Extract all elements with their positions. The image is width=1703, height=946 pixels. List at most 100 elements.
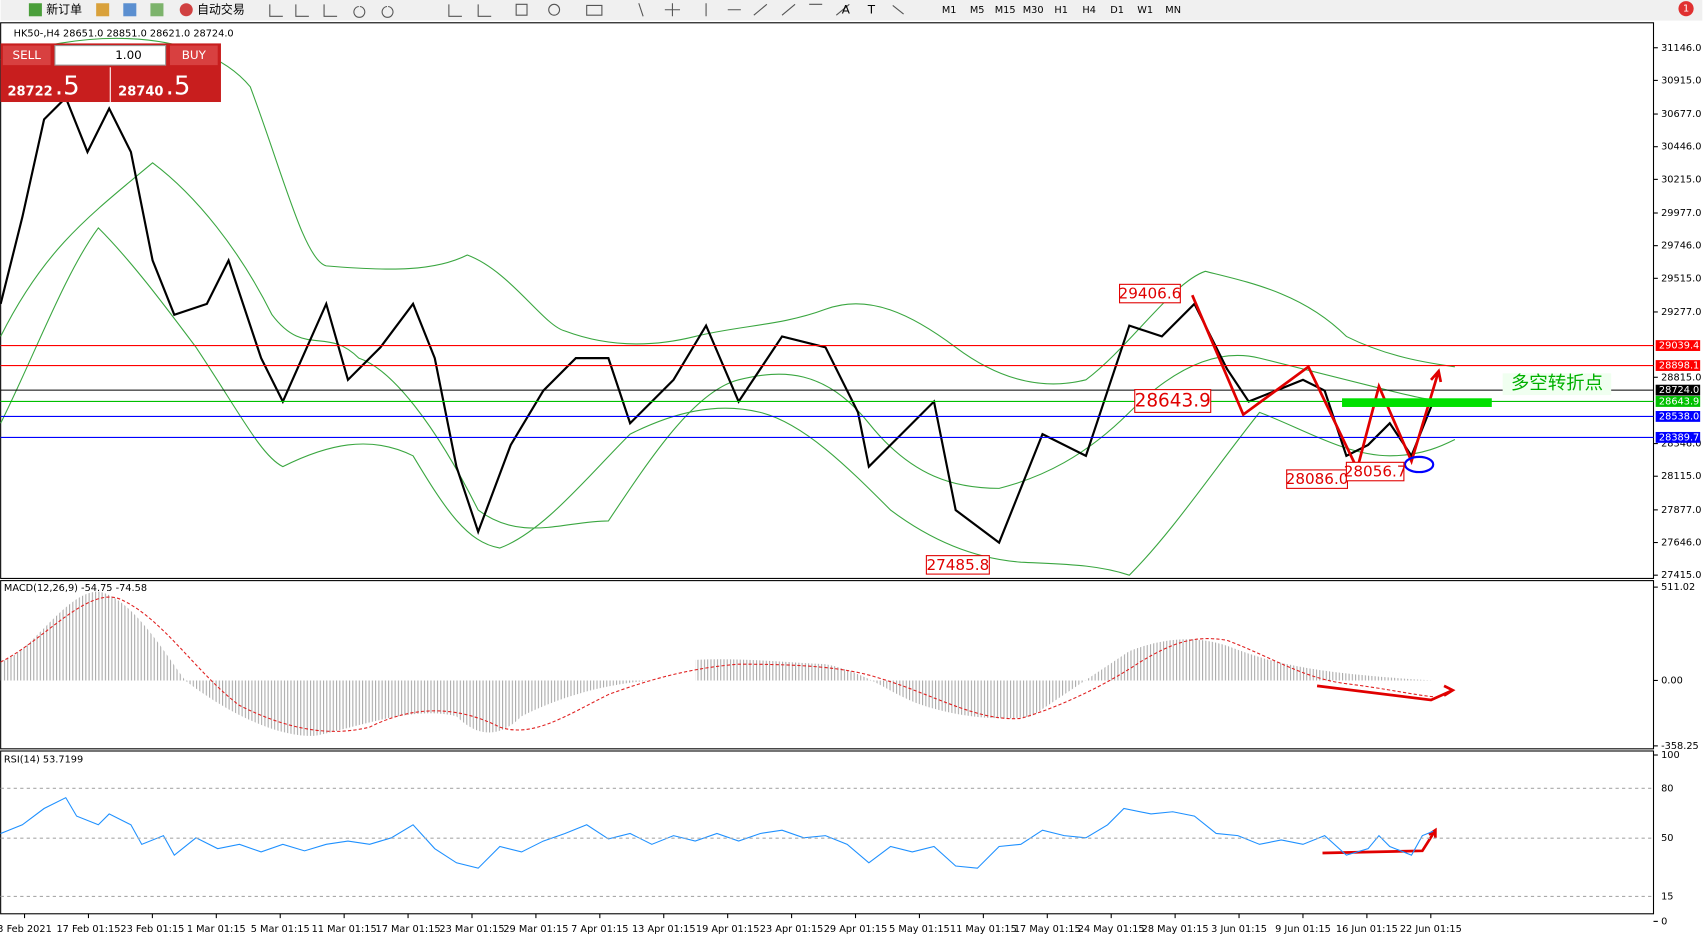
- price-label: 29746.0: [1661, 241, 1701, 252]
- annotation: 29406.6: [1119, 285, 1182, 303]
- time-label: 1 Mar 01:15: [187, 924, 246, 935]
- rsi-tick-label: 50: [1661, 833, 1673, 844]
- timeframe[interactable]: MN: [1165, 5, 1181, 16]
- price-line-label: 28389.7: [1659, 432, 1699, 443]
- time-label: 29 Apr 01:15: [824, 924, 888, 935]
- auto-trade[interactable]: 自动交易: [197, 2, 245, 16]
- time-label: 23 Feb 01:15: [120, 924, 184, 935]
- price-line-box: [1655, 431, 1701, 443]
- rsi-tick-label: 80: [1661, 783, 1673, 794]
- chart-header: HK50-,H4 28651.0 28851.0 28621.0 28724.0: [14, 29, 234, 40]
- timeframe[interactable]: M1: [942, 5, 957, 16]
- time-label: 29 Mar 01:15: [503, 924, 568, 935]
- price-label: 30915.0: [1661, 75, 1701, 86]
- timeframe[interactable]: M30: [1023, 5, 1044, 16]
- price-label: 29515.0: [1661, 273, 1701, 284]
- time-label: 22 Jun 01:15: [1400, 924, 1462, 935]
- price-label: 31146.0: [1661, 43, 1701, 54]
- price-line-label: 28538.0: [1659, 411, 1699, 422]
- buy-fraction[interactable]: .5: [166, 71, 191, 101]
- time-label: 23 Apr 01:15: [760, 924, 824, 935]
- annotation-box: [1119, 283, 1181, 304]
- time-label: 13 Apr 01:15: [632, 924, 696, 935]
- sell-price[interactable]: 28722: [7, 85, 52, 100]
- sell-button[interactable]: [2, 45, 51, 66]
- time-label: 17 May 01:15: [1014, 924, 1081, 935]
- annotation: 28086.0: [1286, 470, 1349, 488]
- macd-signal: [0, 596, 1434, 732]
- time-label: 3 Feb 2021: [0, 924, 52, 935]
- low-marker: [1403, 455, 1435, 474]
- price-label: 28815.0: [1661, 372, 1701, 383]
- annotation-box: [1345, 461, 1405, 482]
- annotation-box: [1134, 389, 1212, 413]
- rsi-tick-label: 15: [1661, 891, 1673, 902]
- bollinger-bands: [0, 37, 1456, 576]
- alert-badge[interactable]: [1678, 1, 1694, 17]
- auto-trade-icon[interactable]: [179, 3, 193, 17]
- annotation: 27485.8: [926, 556, 989, 574]
- macd-label: MACD(12,26,9) -54.75 -74.58: [4, 583, 147, 594]
- timeframe[interactable]: W1: [1137, 5, 1153, 16]
- timeframe[interactable]: M15: [995, 5, 1016, 16]
- time-label: 24 May 01:15: [1078, 924, 1145, 935]
- macd-histogram: [0, 591, 1434, 736]
- toolbar: [0, 0, 1703, 21]
- timeframe[interactable]: M5: [970, 5, 985, 16]
- macd-tick-label: 0.00: [1661, 675, 1683, 686]
- timeframe[interactable]: D1: [1110, 5, 1124, 16]
- annotation-box: [925, 555, 990, 575]
- macd-tick-label: -358.25: [1661, 741, 1699, 752]
- buy[interactable]: BUY: [182, 48, 207, 62]
- time-label: 5 Mar 01:15: [251, 924, 310, 935]
- main-chart: [0, 22, 1655, 579]
- timeframe[interactable]: H4: [1082, 5, 1096, 16]
- time-label: 17 Feb 01:15: [56, 924, 120, 935]
- sell[interactable]: SELL: [13, 48, 42, 62]
- price-line-box: [1655, 384, 1701, 396]
- price-label: 27415.0: [1661, 570, 1701, 581]
- lot-field[interactable]: [54, 45, 167, 66]
- turning-bar: [1342, 398, 1492, 407]
- time-label: 28 May 01:15: [1142, 924, 1209, 935]
- price-line-box: [1655, 340, 1701, 351]
- new-order[interactable]: 新订单: [46, 2, 82, 16]
- sell-fraction[interactable]: .5: [55, 71, 80, 101]
- price-line-label: 29039.4: [1659, 341, 1699, 352]
- time-label: 19 Apr 01:15: [696, 924, 760, 935]
- macd-tick-label: 511.02: [1661, 582, 1695, 593]
- time-label: 11 May 01:15: [950, 924, 1017, 935]
- price-line-box: [1655, 360, 1701, 371]
- price-label: 28346.0: [1661, 439, 1701, 450]
- analysis-arrows: [1191, 294, 1456, 855]
- price-label: 30215.0: [1661, 174, 1701, 185]
- icon[interactable]: [123, 3, 137, 17]
- buy-button[interactable]: [169, 45, 218, 66]
- tool-icons: [269, 3, 904, 18]
- time-label: 11 Mar 01:15: [312, 924, 377, 935]
- time-label: 17 Mar 01:15: [376, 924, 441, 935]
- price-line-label: 28898.1: [1659, 361, 1699, 372]
- rsi-line: [0, 796, 1434, 869]
- text-tool[interactable]: A: [842, 2, 851, 16]
- time-label: 3 Jun 01:15: [1211, 924, 1267, 935]
- lot[interactable]: 1.00: [115, 48, 142, 62]
- new-order-icon[interactable]: [28, 3, 42, 17]
- buy-price[interactable]: 28740: [118, 85, 163, 100]
- price-line-box: [1655, 411, 1701, 422]
- price-line-label: 28724.0: [1659, 385, 1699, 396]
- price-label: 27877.0: [1661, 505, 1701, 516]
- rsi-label: RSI(14) 53.7199: [4, 755, 83, 766]
- icon[interactable]: [96, 3, 110, 17]
- label-tool[interactable]: T: [867, 2, 876, 16]
- icon[interactable]: [150, 3, 164, 17]
- price-label: 29277.0: [1661, 307, 1701, 318]
- timeframe[interactable]: H1: [1054, 5, 1068, 16]
- price-label: 27646.0: [1661, 538, 1701, 549]
- turning-point-box: [1502, 373, 1612, 396]
- rsi-panel: [0, 750, 1655, 915]
- rsi-tick-label: 0: [1661, 916, 1667, 927]
- price-line-label: 28643.9: [1659, 396, 1699, 407]
